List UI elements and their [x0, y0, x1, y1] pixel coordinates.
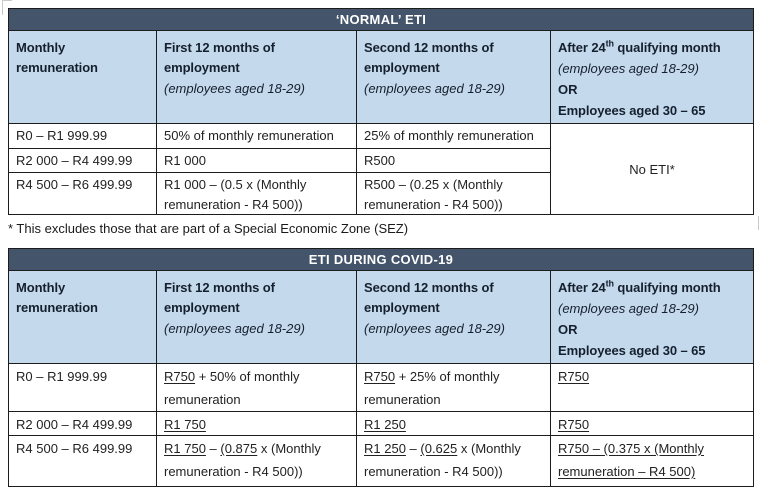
formula-segment: x (Monthly remuneration - R4 500)): [364, 441, 521, 479]
formula-segment: R1 750: [164, 441, 206, 456]
header-monthly-remuneration: Monthly remuneration: [9, 31, 157, 124]
header-label: Monthly remuneration: [16, 40, 98, 75]
range-cell: R4 500 – R6 499.99: [9, 436, 157, 486]
header-first-12-months: First 12 months of employment (employees…: [157, 31, 357, 124]
after24-value-cell: R750: [551, 412, 753, 436]
normal-eti-table: ‘NORMAL’ ETI Monthly remuneration First …: [8, 8, 754, 215]
header-label: Second 12 months of employment: [364, 280, 494, 315]
after24-value-cell: R750: [551, 364, 753, 412]
header-label: Second 12 months of employment: [364, 40, 494, 75]
header-age-note: (employees aged 18-29): [364, 81, 505, 96]
first12-formula-cell: R750 + 50% of monthly remuneration: [157, 364, 357, 412]
normal-eti-title-bar: ‘NORMAL’ ETI: [9, 9, 753, 31]
formula-segment: R1 250: [364, 441, 406, 456]
formula-segment: R750 – (0.375 x (Monthly remuneration – …: [558, 441, 704, 479]
header-second-12-months: Second 12 months of employment (employee…: [357, 31, 551, 124]
or-label: OR: [558, 82, 578, 97]
page-corner-mark: [2, 0, 12, 15]
second12-value-cell: R500: [357, 149, 551, 173]
formula-segment: R750: [164, 369, 196, 384]
second12-formula-cell: R750 + 25% of monthly remuneration: [357, 364, 551, 412]
after24-formula-cell: R750 – (0.375 x (Monthly remuneration – …: [551, 436, 753, 486]
or-label: OR: [558, 322, 578, 337]
header-label: First 12 months of employment: [164, 280, 275, 315]
header-label: After 24th qualifying month: [558, 278, 721, 295]
header-label: After 24th qualifying month: [558, 38, 721, 55]
range-cell: R0 – R1 999.99: [9, 124, 157, 149]
first12-value-cell: R1 750: [157, 412, 357, 436]
formula-segment: (0.625: [420, 441, 458, 456]
superscript-th: th: [605, 278, 614, 289]
second12-value-cell: 25% of monthly remuneration: [357, 124, 551, 149]
header-age-note: (employees aged 18-29): [164, 321, 305, 336]
range-cell: R4 500 – R6 499.99: [9, 173, 157, 214]
formula-segment: R750: [558, 369, 590, 384]
header-second-12-months: Second 12 months of employment (employee…: [357, 271, 551, 364]
first12-value-cell: 50% of monthly remuneration: [157, 124, 357, 149]
formula-segment: R1 750: [164, 417, 206, 432]
formula-segment: x (Monthly remuneration - R4 500)): [164, 441, 321, 479]
header-first-12-months: First 12 months of employment (employees…: [157, 271, 357, 364]
header-label: First 12 months of employment: [164, 40, 275, 75]
first12-value-cell: R1 000: [157, 149, 357, 173]
formula-segment: (0.875: [220, 441, 258, 456]
no-eti-merged-cell: No ETI*: [629, 161, 675, 177]
page-corner-mark: [753, 216, 759, 230]
header-aged-30-65: Employees aged 30 – 65: [558, 343, 706, 358]
header-age-note: (employees aged 18-29): [558, 61, 699, 76]
formula-segment: + 25% of monthly remuneration: [364, 369, 500, 407]
formula-segment: –: [205, 441, 221, 456]
range-cell: R0 – R1 999.99: [9, 364, 157, 412]
header-monthly-remuneration: Monthly remuneration: [9, 271, 157, 364]
header-after-24th-month: After 24th qualifying month (employees a…: [551, 271, 753, 364]
range-cell: R2 000 – R4 499.99: [9, 412, 157, 436]
second12-value-cell: R1 250: [357, 412, 551, 436]
formula-segment: R750: [364, 369, 396, 384]
header-after-24th-month: After 24th qualifying month (employees a…: [551, 31, 753, 124]
header-aged-30-65: Employees aged 30 – 65: [558, 103, 706, 118]
header-age-note: (employees aged 18-29): [164, 81, 305, 96]
covid-eti-table: ETI DURING COVID-19 Monthly remuneration…: [8, 248, 754, 487]
first12-formula-cell: R1 750 – (0.875 x (Monthly remuneration …: [157, 436, 357, 486]
covid-eti-title-bar: ETI DURING COVID-19: [9, 249, 753, 271]
second12-formula-cell: R500 – (0.25 x (Monthly remuneration - R…: [357, 173, 551, 214]
sez-footnote: * This excludes those that are part of a…: [8, 221, 409, 236]
header-age-note: (employees aged 18-29): [364, 321, 505, 336]
first12-formula-cell: R1 000 – (0.5 x (Monthly remuneration - …: [157, 173, 357, 214]
formula-segment: + 50% of monthly remuneration: [164, 369, 300, 407]
superscript-th: th: [605, 38, 614, 49]
header-label: Monthly remuneration: [16, 280, 98, 315]
formula-segment: –: [405, 441, 421, 456]
header-age-note: (employees aged 18-29): [558, 301, 699, 316]
second12-formula-cell: R1 250 – (0.625 x (Monthly remuneration …: [357, 436, 551, 486]
range-cell: R2 000 – R4 499.99: [9, 149, 157, 173]
formula-segment: R1 250: [364, 417, 406, 432]
formula-segment: R750: [558, 417, 590, 432]
